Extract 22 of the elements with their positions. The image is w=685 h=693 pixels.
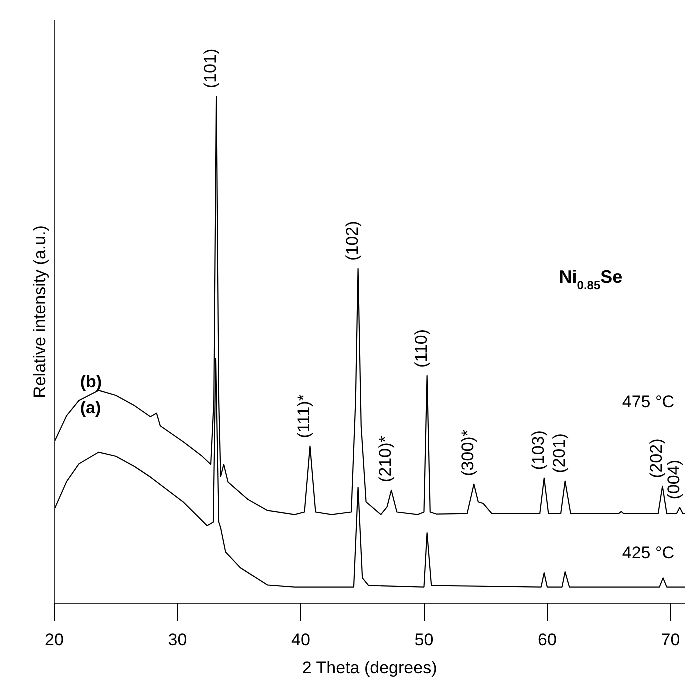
x-tick-label: 70 xyxy=(661,630,680,650)
annotation: (101) xyxy=(201,48,220,89)
annotation: (300)* xyxy=(458,430,478,476)
annotation: (103) xyxy=(528,430,548,470)
x-tick-label: 50 xyxy=(414,630,434,650)
annotation: 425 °C xyxy=(622,543,675,562)
x-tick-label: 20 xyxy=(45,630,64,650)
annotation: (110) xyxy=(412,329,431,368)
annotation: (111)* xyxy=(294,394,314,438)
annotation: (a) xyxy=(80,398,102,418)
x-tick-label: 60 xyxy=(538,630,557,650)
annotation: (210)* xyxy=(376,436,396,482)
annotation: (004) xyxy=(664,460,684,500)
y-axis-title: Relative intensity (a.u.) xyxy=(30,226,50,398)
x-axis-title: 2 Theta (degrees) xyxy=(302,658,438,678)
annotation: 475 °C xyxy=(622,392,675,412)
annotation: (201) xyxy=(550,434,569,474)
annotation: (b) xyxy=(80,372,102,392)
annotation: (202) xyxy=(647,438,666,478)
annotation: (102) xyxy=(342,221,362,261)
x-tick-label: 30 xyxy=(168,630,188,650)
x-tick-label: 40 xyxy=(292,630,310,650)
